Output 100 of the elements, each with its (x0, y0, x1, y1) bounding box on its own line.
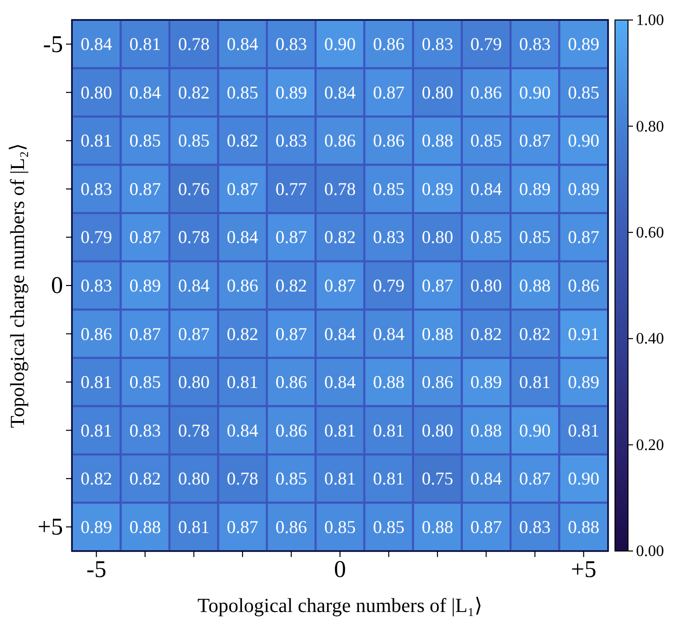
data-label: 0.82 (519, 324, 551, 344)
data-label: 0.81 (80, 372, 112, 392)
color-bar-label: 0.20 (636, 436, 664, 454)
data-label: 0.84 (324, 82, 356, 102)
data-label: 0.81 (372, 468, 404, 489)
data-label: 0.85 (568, 82, 600, 102)
data-label: 0.88 (519, 276, 551, 296)
y-tick-label: +5 (37, 514, 63, 541)
data-label: 0.87 (276, 227, 308, 248)
data-label: 0.81 (129, 34, 161, 54)
data-label: 0.91 (568, 324, 600, 344)
data-label: 0.89 (470, 372, 502, 392)
data-label: 0.83 (372, 227, 404, 248)
data-label: 0.89 (568, 178, 600, 199)
data-label: 0.89 (422, 178, 454, 199)
data-label: 0.87 (568, 227, 600, 248)
data-label: 0.81 (80, 130, 112, 151)
data-label: 0.89 (276, 82, 308, 102)
data-label: 0.80 (422, 227, 454, 248)
color-bar-label: 1.00 (636, 12, 664, 30)
data-label: 0.90 (324, 34, 356, 54)
data-label: 0.90 (568, 468, 600, 489)
data-label: 0.77 (276, 178, 308, 199)
data-label: 0.85 (276, 468, 308, 489)
data-label: 0.88 (422, 324, 454, 344)
data-label: 0.86 (324, 130, 356, 151)
data-label: 0.80 (422, 420, 454, 440)
data-label: 0.84 (178, 276, 210, 296)
data-label: 0.84 (226, 34, 258, 54)
data-label: 0.85 (470, 130, 502, 151)
data-label: 0.80 (80, 82, 112, 102)
data-label: 0.85 (372, 516, 404, 537)
data-label: 0.81 (568, 420, 600, 440)
data-label: 0.85 (129, 130, 161, 151)
data-label: 0.80 (178, 372, 210, 392)
color-bar-label: 0.80 (636, 118, 664, 136)
data-label: 0.87 (519, 130, 551, 151)
data-label: 0.83 (80, 178, 112, 199)
data-label: 0.84 (470, 178, 502, 199)
data-label: 0.86 (422, 372, 454, 392)
data-label: 0.86 (568, 276, 600, 296)
data-label: 0.88 (372, 372, 404, 392)
data-label: 0.83 (422, 34, 454, 54)
data-label: 0.88 (470, 420, 502, 440)
data-label: 0.85 (470, 227, 502, 248)
data-label: 0.76 (178, 178, 210, 199)
data-label: 0.86 (276, 372, 308, 392)
data-label: 0.89 (568, 372, 600, 392)
color-bar-label: 0.00 (636, 543, 664, 560)
data-label: 0.85 (324, 516, 356, 537)
data-label: 0.82 (324, 227, 356, 248)
data-label: 0.83 (276, 34, 308, 54)
data-label: 0.86 (372, 34, 404, 54)
data-label: 0.85 (519, 227, 551, 248)
x-axis-title: Topological charge numbers of |L₁⟩ (198, 595, 482, 617)
data-label: 0.88 (129, 516, 161, 537)
data-label: 0.83 (80, 276, 112, 296)
y-tick-label: 0 (51, 273, 63, 300)
data-label: 0.89 (568, 34, 600, 54)
color-bar-label: 0.40 (636, 330, 664, 348)
x-tick-label: +5 (570, 557, 596, 584)
data-label: 0.78 (226, 468, 258, 489)
data-label: 0.84 (129, 82, 161, 102)
data-label: 0.81 (519, 372, 551, 392)
data-label: 0.81 (372, 420, 404, 440)
data-label: 0.83 (129, 420, 161, 440)
data-label: 0.89 (519, 178, 551, 199)
data-label: 0.89 (129, 276, 161, 296)
data-label: 0.78 (324, 178, 356, 199)
data-label: 0.86 (372, 130, 404, 151)
data-label: 0.81 (226, 372, 258, 392)
data-label: 0.87 (129, 324, 161, 344)
data-label: 0.89 (80, 516, 112, 537)
data-label: 0.81 (80, 420, 112, 440)
data-label: 0.82 (129, 468, 161, 489)
data-label: 0.83 (519, 34, 551, 54)
data-label: 0.85 (129, 372, 161, 392)
data-label: 0.86 (226, 276, 258, 296)
data-label: 0.85 (372, 178, 404, 199)
data-label: 0.84 (372, 324, 404, 344)
data-label: 0.81 (324, 420, 356, 440)
data-label: 0.87 (226, 516, 258, 537)
data-label: 0.83 (519, 516, 551, 537)
data-label: 0.85 (178, 130, 210, 151)
data-label: 0.87 (470, 516, 502, 537)
data-label: 0.88 (568, 516, 600, 537)
data-label: 0.83 (276, 130, 308, 151)
y-tick-label: -5 (43, 32, 63, 58)
data-label: 0.84 (226, 227, 258, 248)
data-label: 0.82 (226, 324, 258, 344)
data-label: 0.87 (372, 82, 404, 102)
data-label: 0.87 (276, 324, 308, 344)
data-label: 0.79 (80, 227, 112, 248)
data-label: 0.75 (422, 468, 454, 489)
data-label: 0.87 (129, 178, 161, 199)
data-label: 0.82 (470, 324, 502, 344)
data-label: 0.84 (470, 468, 502, 489)
data-label: 0.82 (80, 468, 112, 489)
data-label: 0.82 (226, 130, 258, 151)
data-label: 0.82 (178, 82, 210, 102)
